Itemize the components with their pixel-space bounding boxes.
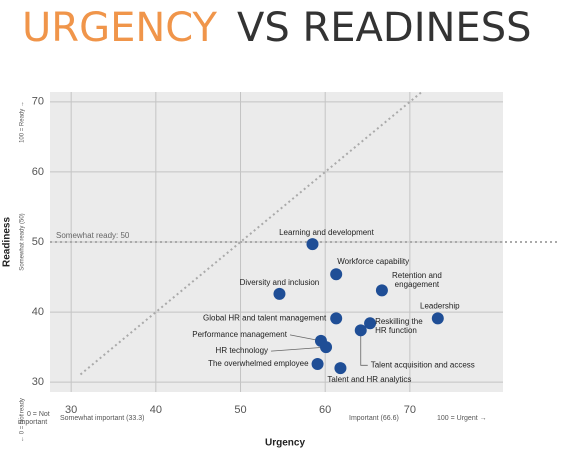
point-label-line: Talent acquisition and access xyxy=(371,360,475,369)
data-point xyxy=(354,324,367,337)
x-note-line: 100 = Urgent → xyxy=(437,415,487,422)
point-label-line: engagement xyxy=(395,280,440,289)
point-label: Diversity and inclusion xyxy=(240,278,320,287)
point-label: Talent and HR analytics xyxy=(327,375,411,384)
point-label: Learning and development xyxy=(279,228,375,237)
data-point xyxy=(311,357,324,370)
point-label-line: Reskilling the xyxy=(375,317,423,326)
y-tick-label: 30 xyxy=(32,376,44,388)
point-label: Leadership xyxy=(420,302,460,311)
point-label-line: Talent and HR analytics xyxy=(327,375,411,384)
x-axis-label: Urgency xyxy=(265,438,305,449)
point-label: Retention and engagement xyxy=(392,271,442,289)
x-note: Important (66.6) xyxy=(349,415,399,422)
point-label: Talent acquisition and access xyxy=(371,360,475,369)
y-tick-label: 60 xyxy=(32,166,44,178)
data-point xyxy=(330,312,343,325)
y-note: ← 0 = Not ready xyxy=(20,398,26,442)
point-label-line: Performance management xyxy=(192,330,287,339)
data-point xyxy=(364,317,377,330)
x-note-line: Somewhat important (33.3) xyxy=(60,415,144,422)
x-note-line: ← 0 = Not xyxy=(18,411,50,418)
x-note-line: Important (66.6) xyxy=(349,415,399,422)
point-label: Global HR and talent management xyxy=(203,314,327,323)
point-label-line: The overwhelmed employee xyxy=(208,359,309,368)
title-rest: VS READINESS xyxy=(237,5,531,51)
point-label-line: HR technology xyxy=(216,346,268,355)
y-note: Somewhat ready (50) xyxy=(20,213,26,270)
leader-line xyxy=(360,330,368,366)
data-point xyxy=(431,312,444,325)
point-label-line: Learning and development xyxy=(279,228,375,237)
data-point xyxy=(320,341,333,354)
point-label: The overwhelmed employee xyxy=(208,359,309,368)
point-label-line: Workforce capability xyxy=(337,257,409,266)
y-note: 100 = Ready → xyxy=(20,101,26,143)
y-axis-label: Readiness xyxy=(2,217,13,267)
point-label: HR technology xyxy=(216,346,268,355)
data-point xyxy=(334,362,347,375)
data-point xyxy=(273,287,286,300)
diagonal-line xyxy=(79,91,423,376)
x-note: Somewhat important (33.3) xyxy=(60,415,144,422)
y-tick-label: 40 xyxy=(32,306,44,318)
data-point xyxy=(330,268,343,281)
reference-label: Somewhat ready: 50 xyxy=(56,231,130,240)
point-label-line: Retention and xyxy=(392,271,442,280)
point-label: Reskilling the HR function xyxy=(375,317,423,335)
point-label: Workforce capability xyxy=(337,257,409,266)
x-tick-label: 40 xyxy=(150,404,162,416)
point-label: Performance management xyxy=(192,330,287,339)
x-note: ← 0 = Not important xyxy=(18,411,50,426)
y-tick-label: 70 xyxy=(32,96,44,108)
data-point xyxy=(306,238,319,251)
x-note: 100 = Urgent → xyxy=(437,415,487,422)
x-tick-label: 70 xyxy=(404,404,416,416)
point-label-line: HR function xyxy=(375,326,417,335)
point-label-line: Diversity and inclusion xyxy=(240,278,320,287)
leader-line xyxy=(271,346,327,352)
x-tick-label: 30 xyxy=(65,404,77,416)
title-highlight: URGENCY xyxy=(22,5,217,51)
data-point xyxy=(375,284,388,297)
y-tick-label: 50 xyxy=(32,236,44,248)
x-note-line: important xyxy=(18,419,47,426)
x-tick-label: 50 xyxy=(234,404,246,416)
point-label-line: Leadership xyxy=(420,302,460,311)
x-tick-label: 60 xyxy=(319,404,331,416)
point-label-line: Global HR and talent management xyxy=(203,314,327,323)
